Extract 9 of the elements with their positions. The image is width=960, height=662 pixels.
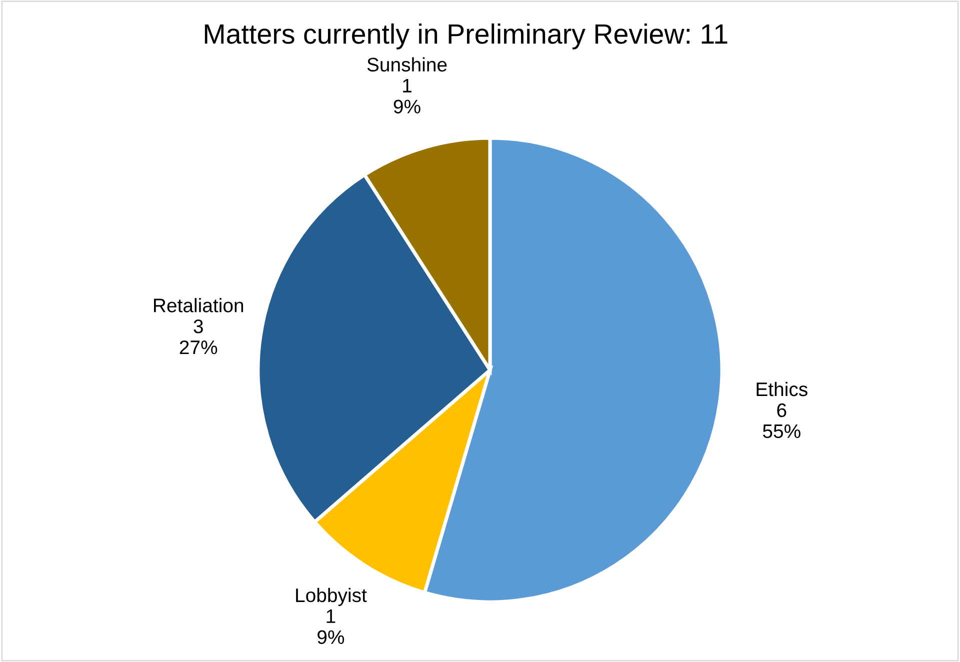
data-label: 3 27% [180, 320, 218, 354]
slice-label: Ethics [756, 382, 808, 396]
slice-label: Sunshine [367, 57, 447, 72]
slice-label: Lobbyist [296, 588, 367, 606]
data-label: 1 9% [394, 78, 420, 114]
data-label: 1 9% [318, 610, 344, 644]
data-label: 6 55% [762, 403, 800, 438]
slice-label: Retaliation [154, 298, 244, 312]
chart-title: Matters currently in Preliminary Review: 11 [204, 23, 728, 50]
